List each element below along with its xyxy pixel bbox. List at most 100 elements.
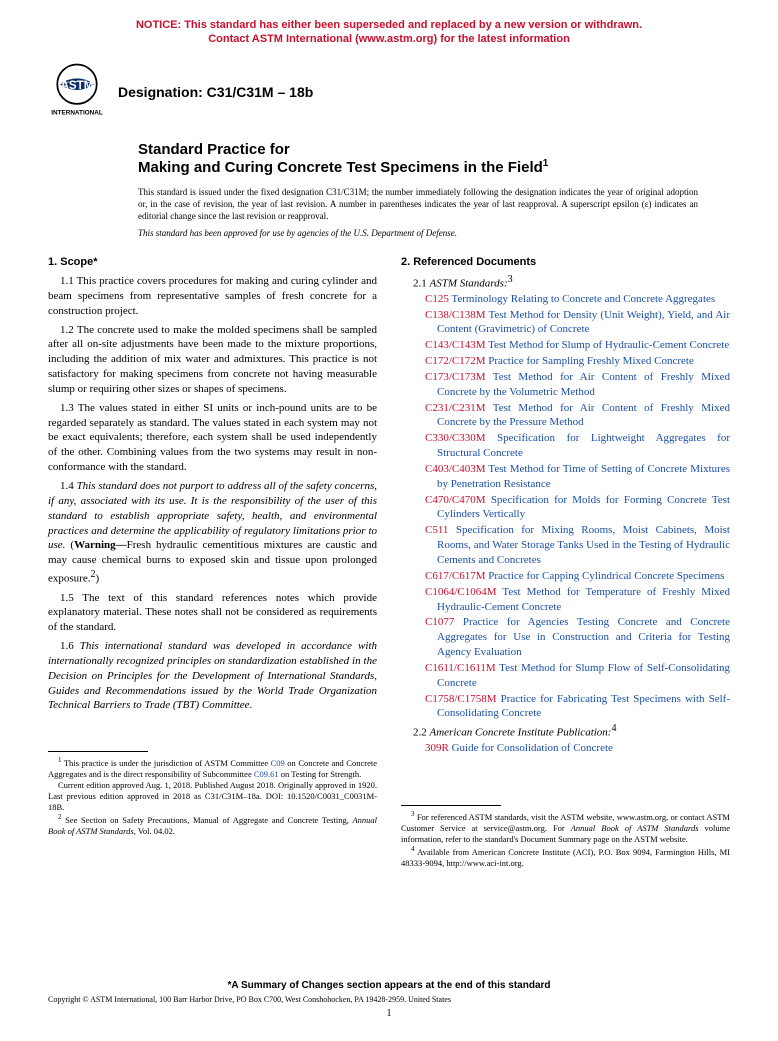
ref-title[interactable]: Practice for Agencies Testing Concrete a… xyxy=(437,616,730,658)
header-row: ASTM INTERNATIONAL Designation: C31/C31M… xyxy=(48,61,730,119)
fn1-t3: on Testing for Strength. xyxy=(279,769,362,779)
title-line2: Making and Curing Concrete Test Specimen… xyxy=(138,158,730,176)
sub1-num: 2.1 xyxy=(413,278,430,290)
fn2-t3: , Vol. 04.02. xyxy=(134,826,175,836)
title-main-text: Making and Curing Concrete Test Specimen… xyxy=(138,159,543,176)
ref-list: C125 Terminology Relating to Concrete an… xyxy=(401,292,730,722)
astm-logo: ASTM INTERNATIONAL xyxy=(48,61,106,119)
ref-item: C470/C470M Specification for Molds for F… xyxy=(413,493,730,523)
ref-item: C511 Specification for Mixing Rooms, Moi… xyxy=(413,523,730,568)
ref-code[interactable]: C125 xyxy=(425,293,449,305)
ref-code[interactable]: C330/C330M xyxy=(425,432,486,444)
footnote-divider-left xyxy=(48,751,148,752)
page-footer: *A Summary of Changes section appears at… xyxy=(48,980,730,1019)
ref-code[interactable]: C138/C138M xyxy=(425,309,486,321)
ref-code[interactable]: C1611/C1611M xyxy=(425,662,496,674)
ref-item: C143/C143M Test Method for Slump of Hydr… xyxy=(413,338,730,353)
fn2-t1: See Section on Safety Precautions, Manua… xyxy=(62,815,353,825)
astm-logo-icon: ASTM INTERNATIONAL xyxy=(48,61,106,119)
aci-code[interactable]: 309R xyxy=(425,742,449,754)
footnote-2: 2 See Section on Safety Precautions, Man… xyxy=(48,813,377,837)
ref-item: C1064/C1064M Test Method for Temperature… xyxy=(413,585,730,615)
designation-line: Designation: C31/C31M – 18b xyxy=(118,80,313,100)
fn1-link2[interactable]: C09.61 xyxy=(254,769,279,779)
summary-of-changes-note: *A Summary of Changes section appears at… xyxy=(48,980,730,991)
p6-num: 1.6 xyxy=(60,640,80,652)
footnote-3: 3 For referenced ASTM standards, visit t… xyxy=(401,810,730,845)
ref-item: C1611/C1611M Test Method for Slump Flow … xyxy=(413,661,730,691)
scope-heading: 1. Scope* xyxy=(48,256,377,268)
ref-item: C1758/C1758M Practice for Fabricating Te… xyxy=(413,692,730,722)
footnote-divider-right xyxy=(401,805,501,806)
ref-item: C172/C172M Practice for Sampling Freshly… xyxy=(413,354,730,369)
ref-item: C231/C231M Test Method for Air Content o… xyxy=(413,401,730,431)
ref-item: C330/C330M Specification for Lightweight… xyxy=(413,431,730,461)
fn3-t2: Annual Book of ASTM Standards xyxy=(571,823,699,833)
dod-approval-note: This standard has been approved for use … xyxy=(138,228,730,238)
ref-code[interactable]: C1077 xyxy=(425,616,454,628)
ref-code[interactable]: C173/C173M xyxy=(425,371,486,383)
svg-text:INTERNATIONAL: INTERNATIONAL xyxy=(51,109,103,116)
p4-warning: Warning— xyxy=(74,539,127,551)
notice-line2: Contact ASTM International (www.astm.org… xyxy=(48,32,730,46)
copyright-line: Copyright © ASTM International, 100 Barr… xyxy=(48,995,730,1004)
ref-item: C138/C138M Test Method for Density (Unit… xyxy=(413,308,730,338)
ref-item: C173/C173M Test Method for Air Content o… xyxy=(413,370,730,400)
ref-title[interactable]: Test Method for Slump of Hydraulic-Cemen… xyxy=(486,339,730,351)
refdocs-heading: 2. Referenced Documents xyxy=(401,256,730,268)
p4-paren-open: ( xyxy=(65,539,74,551)
svg-text:ASTM: ASTM xyxy=(61,78,94,91)
ref-code[interactable]: C172/C172M xyxy=(425,355,486,367)
refdocs-sub-astm: 2.1 ASTM Standards:3 xyxy=(413,274,730,290)
ref-code[interactable]: C1064/C1064M xyxy=(425,586,497,598)
right-column: 2. Referenced Documents 2.1 ASTM Standar… xyxy=(401,256,730,869)
scope-1-2: 1.2 The concrete used to make the molded… xyxy=(48,323,377,397)
scope-1-3: 1.3 The values stated in either SI units… xyxy=(48,401,377,475)
ref-item: C617/C617M Practice for Capping Cylindri… xyxy=(413,569,730,584)
fn1-link1[interactable]: C09 xyxy=(271,758,285,768)
ref-title[interactable]: Practice for Sampling Freshly Mixed Conc… xyxy=(486,355,694,367)
ref-item-aci: 309R Guide for Consolidation of Concrete xyxy=(413,741,730,756)
ref-code[interactable]: C403/C403M xyxy=(425,463,486,475)
sub2-num: 2.2 xyxy=(413,727,430,739)
ref-title[interactable]: Terminology Relating to Concrete and Con… xyxy=(449,293,715,305)
ref-code[interactable]: C231/C231M xyxy=(425,402,486,414)
sub2-label: American Concrete Institute Publication: xyxy=(430,727,612,739)
footnote-1b: Current edition approved Aug. 1, 2018. P… xyxy=(48,780,377,813)
p4-num: 1.4 xyxy=(60,480,77,492)
title-block: Standard Practice for Making and Curing … xyxy=(138,141,730,176)
fn4-t1: Available from American Concrete Institu… xyxy=(401,847,730,868)
supersession-notice: NOTICE: This standard has either been su… xyxy=(48,18,730,47)
ref-code[interactable]: C617/C617M xyxy=(425,570,486,582)
ref-item: C403/C403M Test Method for Time of Setti… xyxy=(413,462,730,492)
scope-1-1: 1.1 This practice covers procedures for … xyxy=(48,274,377,319)
ref-code[interactable]: C143/C143M xyxy=(425,339,486,351)
sub1-fn: 3 xyxy=(508,274,513,285)
aci-title[interactable]: Guide for Consolidation of Concrete xyxy=(449,742,613,754)
sub2-fn: 4 xyxy=(611,723,616,734)
issuance-paragraph: This standard is issued under the fixed … xyxy=(138,186,698,222)
footnote-4: 4 Available from American Concrete Insti… xyxy=(401,845,730,869)
footnote-1: 1 This practice is under the jurisdictio… xyxy=(48,756,377,780)
p4-paren-close: ) xyxy=(95,573,99,585)
sub1-label: ASTM Standards: xyxy=(430,278,508,290)
body-columns: 1. Scope* 1.1 This practice covers proce… xyxy=(48,256,730,869)
fn1-t1: This practice is under the jurisdiction … xyxy=(62,758,271,768)
ref-code[interactable]: C470/C470M xyxy=(425,494,486,506)
scope-1-4: 1.4 This standard does not purport to ad… xyxy=(48,479,377,587)
ref-title[interactable]: Practice for Capping Cylindrical Concret… xyxy=(486,570,725,582)
scope-1-5: 1.5 The text of this standard references… xyxy=(48,591,377,636)
scope-1-6: 1.6 This international standard was deve… xyxy=(48,639,377,713)
title-line1: Standard Practice for xyxy=(138,141,730,158)
ref-title[interactable]: Specification for Mixing Rooms, Moist Ca… xyxy=(437,524,730,566)
left-column: 1. Scope* 1.1 This practice covers proce… xyxy=(48,256,377,869)
page-number: 1 xyxy=(48,1008,730,1019)
ref-code[interactable]: C511 xyxy=(425,524,448,536)
ref-item: C1077 Practice for Agencies Testing Conc… xyxy=(413,615,730,660)
refdocs-sub-aci: 2.2 American Concrete Institute Publicat… xyxy=(413,723,730,739)
notice-line1: NOTICE: This standard has either been su… xyxy=(48,18,730,32)
ref-item: C125 Terminology Relating to Concrete an… xyxy=(413,292,730,307)
title-footnote-ref: 1 xyxy=(543,158,549,169)
ref-code[interactable]: C1758/C1758M xyxy=(425,693,497,705)
p6-italic: This international standard was develope… xyxy=(48,640,377,711)
